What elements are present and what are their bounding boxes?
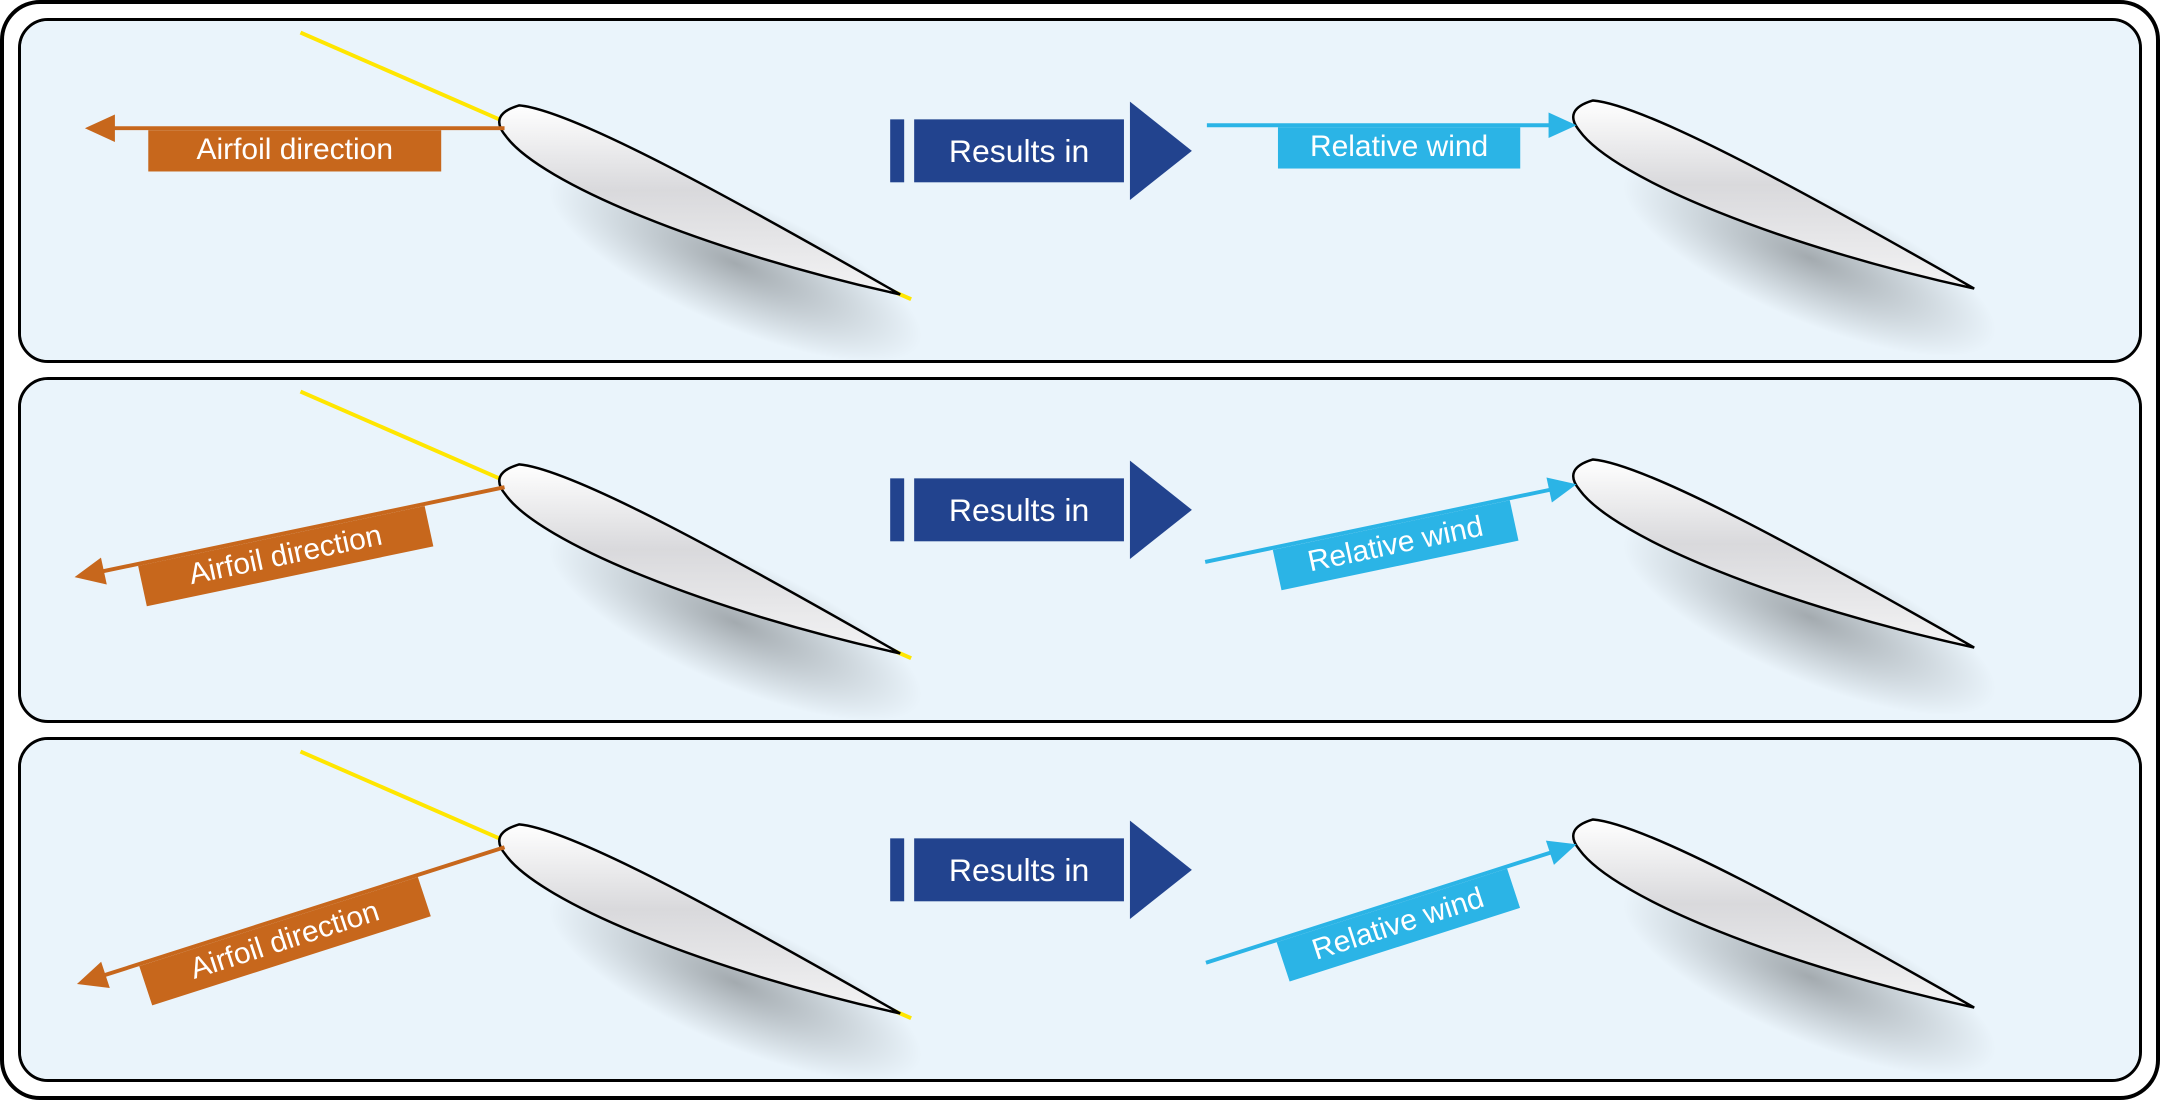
panel-row-2: Airfoil direction Results in Relative wi… — [18, 377, 2142, 722]
results-in-label: Results in — [949, 852, 1089, 888]
diagram-frame: Airfoil direction Results in Relative wi… — [0, 0, 2160, 1100]
svg-text:Airfoil direction: Airfoil direction — [196, 133, 393, 166]
panel-row-3: Airfoil direction Results in Relative wi… — [18, 737, 2142, 1082]
results-in-label: Results in — [949, 133, 1089, 169]
svg-text:Relative wind: Relative wind — [1310, 130, 1488, 163]
results-in-label: Results in — [949, 492, 1089, 528]
panel-row-1: Airfoil direction Results in Relative wi… — [18, 18, 2142, 363]
